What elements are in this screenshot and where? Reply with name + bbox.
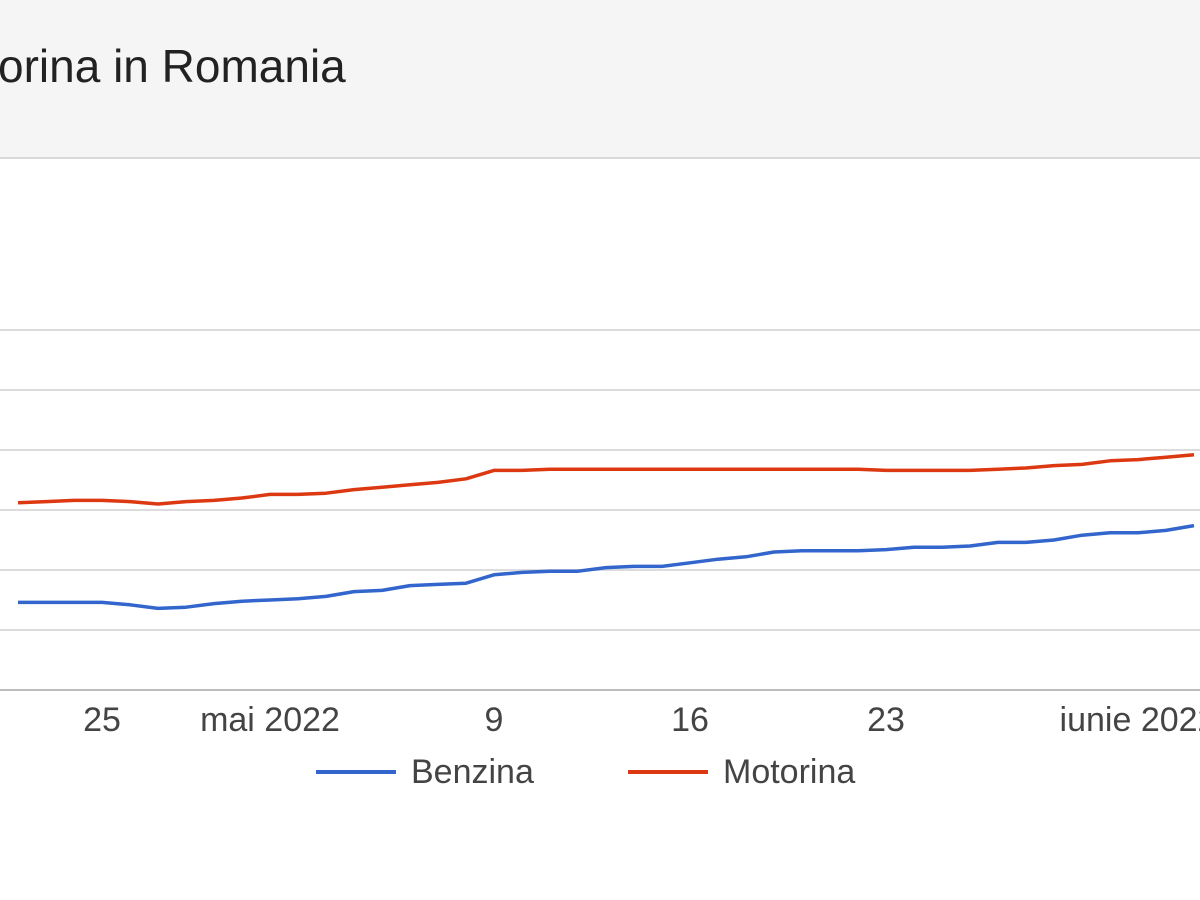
series-line <box>17 453 1195 506</box>
x-tick-label: mai 2022 <box>200 701 340 739</box>
x-tick-label: 25 <box>83 701 121 739</box>
series-line <box>18 523 1195 611</box>
x-tick-label: 23 <box>867 701 905 739</box>
chart-title: orina in Romania <box>0 40 346 92</box>
legend-label: Benzina <box>411 753 534 791</box>
x-tick-label: 9 <box>485 701 504 739</box>
x-tick-label: 16 <box>671 701 709 739</box>
legend-label: Motorina <box>723 753 855 791</box>
header-band <box>0 0 1200 158</box>
x-tick-label: iunie 2022 <box>1060 701 1200 739</box>
